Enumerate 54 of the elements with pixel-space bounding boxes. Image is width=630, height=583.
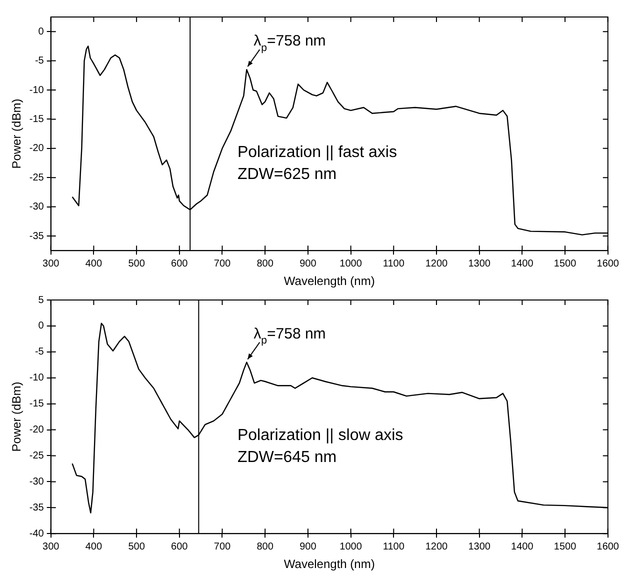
- y-tick-label: -25: [29, 450, 44, 462]
- x-tick-label: 1600: [596, 258, 620, 270]
- y-axis-title: Power (dBm): [10, 98, 24, 169]
- x-tick-label: 1200: [425, 541, 448, 552]
- y-tick-label: 0: [38, 26, 44, 38]
- y-tick-label: -20: [29, 424, 44, 436]
- x-tick-label: 300: [42, 258, 60, 270]
- x-tick-label: 600: [171, 258, 188, 270]
- y-tick-label: -30: [29, 476, 44, 488]
- y-tick-label: -10: [29, 372, 44, 384]
- x-tick-label: 1400: [511, 258, 534, 270]
- y-tick-label: -20: [29, 143, 44, 154]
- x-tick-label: 600: [171, 541, 188, 552]
- y-tick-label: -35: [29, 230, 44, 242]
- x-tick-label: 500: [128, 258, 146, 270]
- x-tick-label: 500: [128, 541, 146, 552]
- x-tick-label: 1100: [382, 541, 405, 552]
- y-tick-label: -10: [29, 84, 44, 96]
- x-tick-label: 900: [300, 541, 317, 552]
- y-tick-label: -15: [29, 114, 44, 125]
- y-tick-label: 5: [38, 294, 44, 306]
- x-tick-label: 700: [214, 541, 232, 552]
- y-tick-label: -40: [29, 528, 44, 540]
- annotation: Polarization || fast axis: [237, 144, 397, 162]
- x-tick-label: 800: [256, 258, 274, 270]
- x-axis-title: Wavelength (nm): [284, 274, 375, 288]
- y-tick-label: -25: [29, 172, 44, 184]
- x-tick-label: 1500: [554, 258, 577, 270]
- y-axis-title: Power (dBm): [10, 382, 24, 452]
- x-tick-label: 400: [85, 258, 102, 270]
- annotation: Polarization || slow axis: [237, 427, 404, 444]
- x-tick-label: 300: [42, 541, 60, 552]
- x-tick-label: 1000: [340, 541, 362, 552]
- x-tick-label: 1000: [340, 258, 362, 270]
- y-tick-label: -30: [29, 202, 44, 213]
- y-tick-label: -35: [29, 502, 44, 514]
- x-tick-label: 700: [214, 258, 232, 270]
- x-tick-label: 1500: [554, 541, 577, 552]
- x-tick-label: 800: [256, 541, 274, 552]
- x-tick-label: 1400: [511, 541, 534, 552]
- y-tick-label: -5: [34, 346, 44, 358]
- x-tick-label: 1300: [468, 541, 491, 552]
- y-tick-label: 0: [38, 320, 44, 332]
- y-tick-label: -15: [29, 398, 44, 410]
- x-tick-label: 1100: [382, 258, 405, 270]
- annotation: ZDW=645 nm: [237, 449, 337, 466]
- x-tick-label: 1300: [468, 258, 491, 270]
- x-axis-title: Wavelength (nm): [284, 557, 375, 572]
- x-tick-label: 1600: [596, 541, 620, 552]
- y-tick-label: -5: [34, 56, 44, 67]
- x-tick-label: 400: [85, 541, 102, 552]
- x-tick-label: 900: [300, 258, 317, 270]
- annotation: ZDW=625 nm: [237, 166, 337, 184]
- x-tick-label: 1200: [425, 258, 448, 270]
